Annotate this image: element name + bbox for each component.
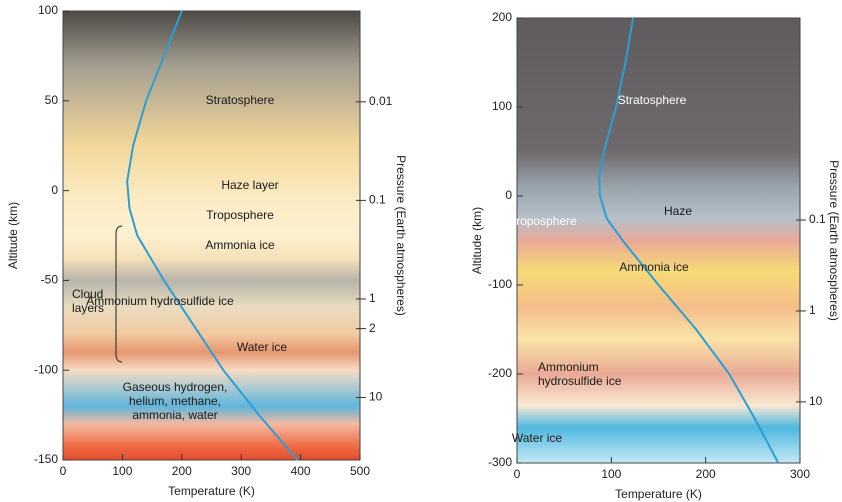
- y-tick-label: 0: [505, 188, 512, 202]
- annotation: Ammonium hydrosulfide ice: [86, 294, 234, 308]
- y2-tick-label: 2: [369, 321, 376, 335]
- annotation-text: Gaseous hydrogen, helium, methane, ammon…: [122, 380, 228, 422]
- background: [63, 11, 360, 460]
- annotation: Stratosphere: [617, 93, 687, 107]
- y-tick-label: -100: [488, 277, 512, 291]
- x-axis-label: Temperature (K): [615, 487, 702, 501]
- y-tick-label: 200: [492, 10, 512, 24]
- annotation: Troposphere: [206, 208, 274, 222]
- annotation: Haze: [663, 204, 692, 218]
- temperature-line: [126, 10, 299, 461]
- annotation-text: Haze: [663, 204, 692, 218]
- annotation: Stratosphere: [205, 93, 275, 107]
- y-tick-label: 100: [38, 3, 58, 17]
- x-tick-label: 400: [291, 464, 311, 478]
- bracket: [115, 225, 123, 363]
- annotation: Water ice: [511, 431, 563, 445]
- annotation-text: Water ice: [511, 431, 563, 445]
- annotation-text: Ammonium hydrosulfide ice: [538, 360, 622, 388]
- x-tick-label: 200: [696, 467, 716, 481]
- annotation-text: Ammonia ice: [205, 238, 275, 252]
- plot-frame: [516, 17, 801, 464]
- background: [517, 18, 800, 463]
- annotation-text: Troposphere: [206, 208, 274, 222]
- y-axis-label: Altitude (km): [6, 202, 20, 269]
- plot-frame: [62, 10, 361, 461]
- y2-tick-label: 10: [809, 394, 823, 408]
- x-tick-label: 0: [60, 464, 67, 478]
- x-tick-label: 500: [350, 464, 370, 478]
- y-tick-label: -150: [34, 452, 58, 466]
- y2-axis-label: Pressure (Earth atmospheres): [394, 155, 408, 316]
- annotation: Cloud layers: [72, 287, 105, 315]
- x-tick-label: 100: [601, 467, 621, 481]
- annotation-text: Cloud layers: [72, 287, 105, 315]
- annotation: Troposphere: [509, 214, 577, 228]
- x-tick-label: 300: [790, 467, 810, 481]
- x-tick-label: 100: [112, 464, 132, 478]
- annotation-text: Ammonia ice: [619, 260, 689, 274]
- annotation: Haze layer: [221, 178, 279, 192]
- y-tick-label: 100: [492, 99, 512, 113]
- y2-tick-label: 1: [809, 303, 816, 317]
- annotation-text: Troposphere: [509, 214, 577, 228]
- y-tick-label: -300: [488, 455, 512, 469]
- y-tick-label: -100: [34, 362, 58, 376]
- y2-tick-label: 0.01: [369, 94, 393, 108]
- annotation: Ammonia ice: [619, 260, 689, 274]
- annotation: Gaseous hydrogen, helium, methane, ammon…: [122, 380, 228, 422]
- annotation: Water ice: [236, 340, 288, 354]
- annotation-text: Stratosphere: [205, 93, 275, 107]
- x-tick-label: 300: [231, 464, 251, 478]
- annotation-text: Haze layer: [221, 178, 279, 192]
- annotation-text: Water ice: [236, 340, 288, 354]
- y-axis-label: Altitude (km): [470, 207, 484, 274]
- y-tick-label: 50: [45, 93, 59, 107]
- y-tick-label: -200: [488, 366, 512, 380]
- x-tick-label: 0: [514, 467, 521, 481]
- y2-tick-label: 10: [369, 390, 383, 404]
- x-axis-label: Temperature (K): [168, 484, 255, 498]
- y-tick-label: 0: [51, 183, 58, 197]
- y-tick-label: -50: [41, 273, 59, 287]
- temperature-line: [598, 17, 780, 464]
- y2-tick-label: 0.1: [809, 212, 826, 226]
- y2-axis-label: Pressure (Earth atmospheres): [827, 160, 841, 321]
- annotation-text: Stratosphere: [617, 93, 687, 107]
- annotation: Ammonia ice: [205, 238, 275, 252]
- x-tick-label: 200: [172, 464, 192, 478]
- y2-tick-label: 1: [369, 291, 376, 305]
- annotation: Ammonium hydrosulfide ice: [538, 360, 622, 388]
- annotation-text: Ammonium hydrosulfide ice: [86, 294, 234, 308]
- y2-tick-label: 0.1: [369, 193, 386, 207]
